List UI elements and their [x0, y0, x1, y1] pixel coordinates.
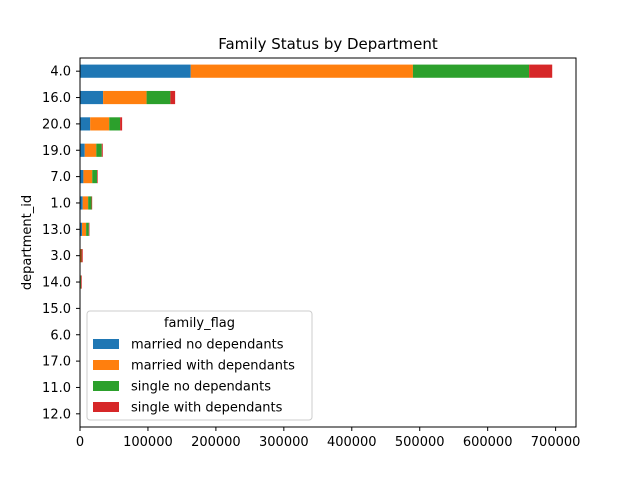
y-tick-label: 15.0	[42, 302, 71, 317]
bar-segment-1-dept-6	[80, 196, 83, 210]
y-tick-label: 13.0	[42, 223, 71, 238]
x-tick-label: 500000	[395, 435, 445, 450]
x-tick-label: 100000	[123, 435, 173, 450]
bar-segment-3-dept-9	[80, 275, 82, 289]
legend-title: family_flag	[164, 316, 235, 331]
y-axis-label: department_id	[20, 195, 35, 290]
legend-swatch	[93, 339, 119, 349]
legend-entry-label: single no dependants	[131, 380, 271, 395]
bar-segment-2-dept-9	[80, 275, 81, 289]
plot-frame	[79, 57, 577, 428]
bar-segment-4-dept-2	[170, 90, 176, 105]
bar-segment-2-dept-8	[80, 249, 82, 263]
x-tick-label: 700000	[531, 435, 581, 450]
bar-segment-1-dept-1	[80, 64, 191, 78]
bar-segment-1-dept-3	[80, 117, 91, 131]
y-tick-label: 7.0	[50, 170, 71, 185]
x-tick-label: 600000	[463, 435, 513, 450]
bar-segment-3-dept-5	[92, 170, 97, 184]
y-tick-label: 14.0	[42, 276, 71, 291]
y-tick-label: 20.0	[42, 117, 71, 132]
bar-segment-4-dept-9	[81, 275, 82, 289]
bar-segment-2-dept-1	[190, 64, 413, 78]
bar-segment-3-dept-4	[96, 143, 102, 157]
bar-segment-2-dept-3	[90, 117, 110, 131]
bar-segment-2-dept-5	[83, 170, 93, 184]
y-tick-label: 1.0	[50, 196, 71, 211]
y-tick-label: 19.0	[42, 144, 71, 159]
legend-entry-label: married with dependants	[131, 359, 295, 374]
y-tick-label: 11.0	[42, 381, 71, 396]
bar-segment-2-dept-6	[82, 196, 89, 210]
x-tick-label: 200000	[191, 435, 241, 450]
legend-swatch	[93, 402, 119, 412]
bar-segment-3-dept-8	[81, 249, 82, 263]
bar-segment-1-dept-5	[80, 170, 84, 184]
x-tick-label: 0	[76, 435, 84, 450]
bar-segment-4-dept-1	[529, 64, 553, 78]
chart-title: Family Status by Department	[218, 35, 438, 53]
bar-segment-2-dept-4	[84, 143, 97, 157]
y-tick-label: 3.0	[50, 249, 71, 264]
y-tick-label: 4.0	[50, 65, 71, 80]
axes-layer: 4.0 16.0 20.0 19.0 7.0 1.0 13.0 3.0 14.0 15.0 6.0 1…	[20, 57, 581, 450]
bar-segment-1-dept-2	[80, 90, 104, 105]
bar-segment-4-dept-6	[91, 196, 93, 210]
legend-swatch	[93, 360, 119, 370]
bar-segment-3-dept-6	[88, 196, 92, 210]
bar-segment-3-dept-2	[146, 90, 171, 105]
bar-segment-4-dept-4	[101, 143, 103, 157]
legend-box	[86, 310, 313, 421]
y-tick-label: 12.0	[42, 407, 71, 422]
bar-segment-4-dept-8	[81, 249, 83, 263]
bar-segment-1-dept-4	[80, 143, 85, 157]
y-tick-label: 17.0	[42, 355, 71, 370]
y-tick-label: 6.0	[50, 328, 71, 343]
bar-segment-4-dept-7	[88, 222, 90, 236]
legend-entry-label: single with dependants	[131, 401, 283, 416]
bar-segment-3-dept-7	[86, 222, 89, 236]
x-tick-label: 300000	[259, 435, 309, 450]
y-tick-label: 16.0	[42, 91, 71, 106]
bar-segment-3-dept-1	[412, 64, 530, 78]
bar-segment-2-dept-7	[82, 222, 87, 236]
x-tick-label: 400000	[327, 435, 377, 450]
bar-segment-1-dept-7	[80, 222, 83, 236]
bars-layer	[80, 64, 553, 289]
legend-entry-label: married no dependants	[131, 338, 284, 353]
bar-segment-4-dept-5	[96, 170, 98, 184]
bar-segment-4-dept-3	[120, 117, 123, 131]
legend-swatch	[93, 381, 119, 391]
bar-segment-3-dept-3	[109, 117, 121, 131]
bar-segment-2-dept-2	[103, 90, 147, 105]
